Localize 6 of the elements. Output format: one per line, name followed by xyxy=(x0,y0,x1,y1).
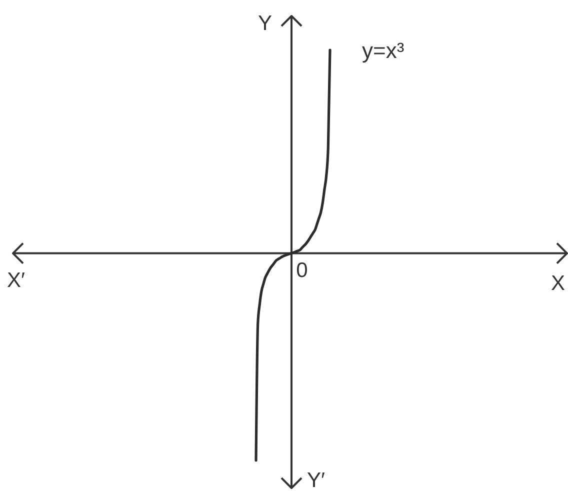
y-axis-title: Y xyxy=(258,12,272,35)
text: Y′ xyxy=(307,469,326,491)
text: X′ xyxy=(7,269,26,292)
text: X xyxy=(550,272,566,295)
series-label: y=x³ xyxy=(362,38,404,64)
annotation: 0 xyxy=(296,259,308,282)
